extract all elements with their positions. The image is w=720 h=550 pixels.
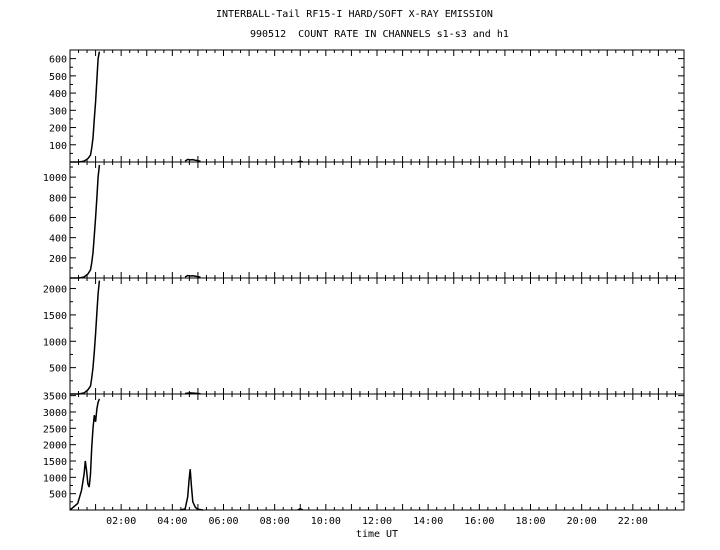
y-tick-label: 2000	[43, 285, 67, 296]
x-tick-label: 12:00	[362, 516, 392, 527]
panel-3-series-2	[185, 392, 201, 395]
y-tick-label: 400	[49, 89, 67, 100]
x-tick-label: 10:00	[311, 516, 341, 527]
panel-2-series-2	[184, 274, 201, 279]
x-tick-label: 16:00	[464, 516, 494, 527]
chart-title: INTERBALL-Tail RF15-I HARD/SOFT X-RAY EM…	[216, 9, 493, 20]
panel-2-frame	[69, 161, 685, 279]
y-tick-label: 3500	[43, 392, 67, 403]
panel-3-frame	[69, 277, 685, 395]
y-tick-label: 1500	[43, 311, 67, 322]
y-tick-label: 200	[49, 254, 67, 265]
y-tick-label: 300	[49, 106, 67, 117]
panel-1-series-1	[70, 51, 101, 163]
x-tick-label: 08:00	[260, 516, 290, 527]
x-tick-label: 18:00	[515, 516, 545, 527]
y-tick-label: 2000	[43, 441, 67, 452]
chart-subtitle: 990512 COUNT RATE IN CHANNELS s1-s3 and …	[250, 29, 509, 40]
y-tick-label: 200	[49, 124, 67, 135]
y-tick-label: 500	[49, 490, 67, 501]
x-tick-label: 04:00	[157, 516, 187, 527]
y-tick-label: 600	[49, 55, 67, 66]
panel-1-series-2	[184, 158, 201, 163]
x-tick-label: 14:00	[413, 516, 443, 527]
panel-3-series-1	[70, 280, 101, 395]
panel-4-series-3	[297, 507, 304, 511]
y-tick-label: 600	[49, 213, 67, 224]
x-tick-label: 20:00	[567, 516, 597, 527]
panel-4-series-2	[179, 469, 204, 511]
y-tick-label: 3000	[43, 408, 67, 419]
y-tick-label: 100	[49, 141, 67, 152]
y-tick-label: 800	[49, 193, 67, 204]
panel-2-series-1	[70, 164, 101, 279]
y-tick-label: 1000	[43, 173, 67, 184]
panel-4-frame	[69, 393, 685, 511]
y-tick-label: 2500	[43, 424, 67, 435]
x-tick-label: 22:00	[618, 516, 648, 527]
x-tick-label: 02:00	[106, 516, 136, 527]
y-tick-label: 1000	[43, 337, 67, 348]
panel-1-frame	[69, 49, 685, 163]
panel-4-series-1	[69, 398, 101, 511]
y-tick-label: 1000	[43, 473, 67, 484]
y-tick-label: 500	[49, 72, 67, 83]
x-axis-label: time UT	[356, 529, 398, 540]
y-tick-label: 500	[49, 364, 67, 375]
x-tick-label: 06:00	[208, 516, 238, 527]
y-tick-label: 400	[49, 234, 67, 245]
y-tick-label: 1500	[43, 457, 67, 468]
